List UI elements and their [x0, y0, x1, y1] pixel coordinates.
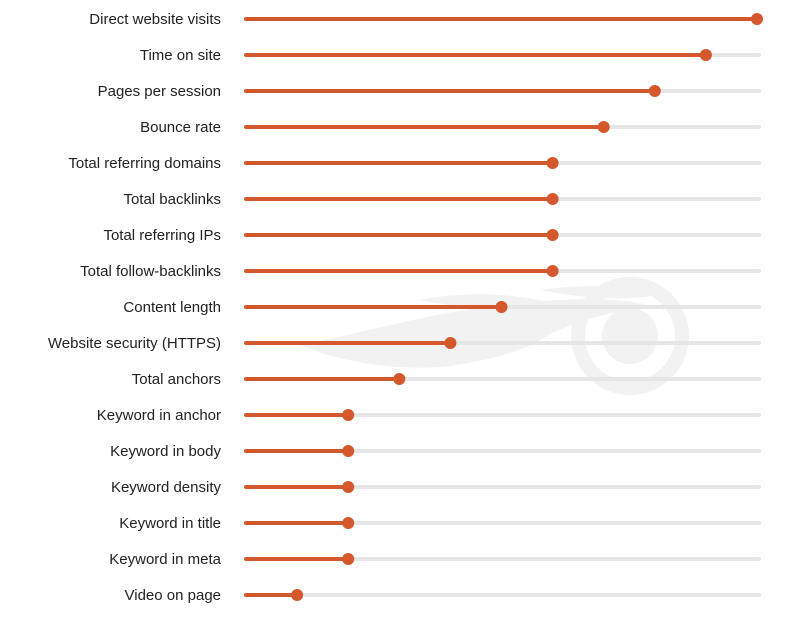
value-dot — [648, 85, 661, 97]
category-label: Keyword in body — [110, 443, 221, 460]
category-label: Website security (HTTPS) — [48, 335, 221, 352]
value-dot — [546, 229, 559, 241]
value-dot — [393, 373, 406, 385]
value-dot — [546, 193, 559, 205]
category-label: Pages per session — [98, 83, 221, 100]
category-label: Video on page — [125, 587, 221, 604]
category-label: Time on site — [140, 47, 221, 64]
value-dot — [699, 49, 712, 61]
category-label: Keyword density — [111, 479, 222, 496]
category-label: Keyword in meta — [109, 551, 221, 568]
value-dot — [597, 121, 610, 133]
semrush-flame-logo-icon — [300, 277, 689, 395]
category-label: Bounce rate — [140, 119, 221, 136]
value-dot — [342, 445, 355, 457]
value-dot — [342, 409, 355, 421]
value-dot — [342, 481, 355, 493]
value-dot — [444, 337, 457, 349]
category-label: Keyword in title — [119, 515, 221, 532]
value-dot — [342, 517, 355, 529]
category-label: Total backlinks — [123, 191, 221, 208]
value-dot — [495, 301, 508, 313]
category-label: Keyword in anchor — [97, 407, 221, 424]
value-dot — [546, 265, 559, 277]
value-dot — [342, 553, 355, 565]
value-dot — [291, 589, 304, 601]
category-label: Total referring IPs — [103, 227, 221, 244]
category-label: Total anchors — [132, 371, 221, 388]
category-label: Total follow-backlinks — [80, 263, 221, 280]
category-label: Total referring domains — [68, 155, 221, 172]
category-label: Direct website visits — [89, 11, 221, 28]
value-dot — [546, 157, 559, 169]
category-label: Content length — [123, 299, 221, 316]
value-dot — [751, 13, 763, 25]
